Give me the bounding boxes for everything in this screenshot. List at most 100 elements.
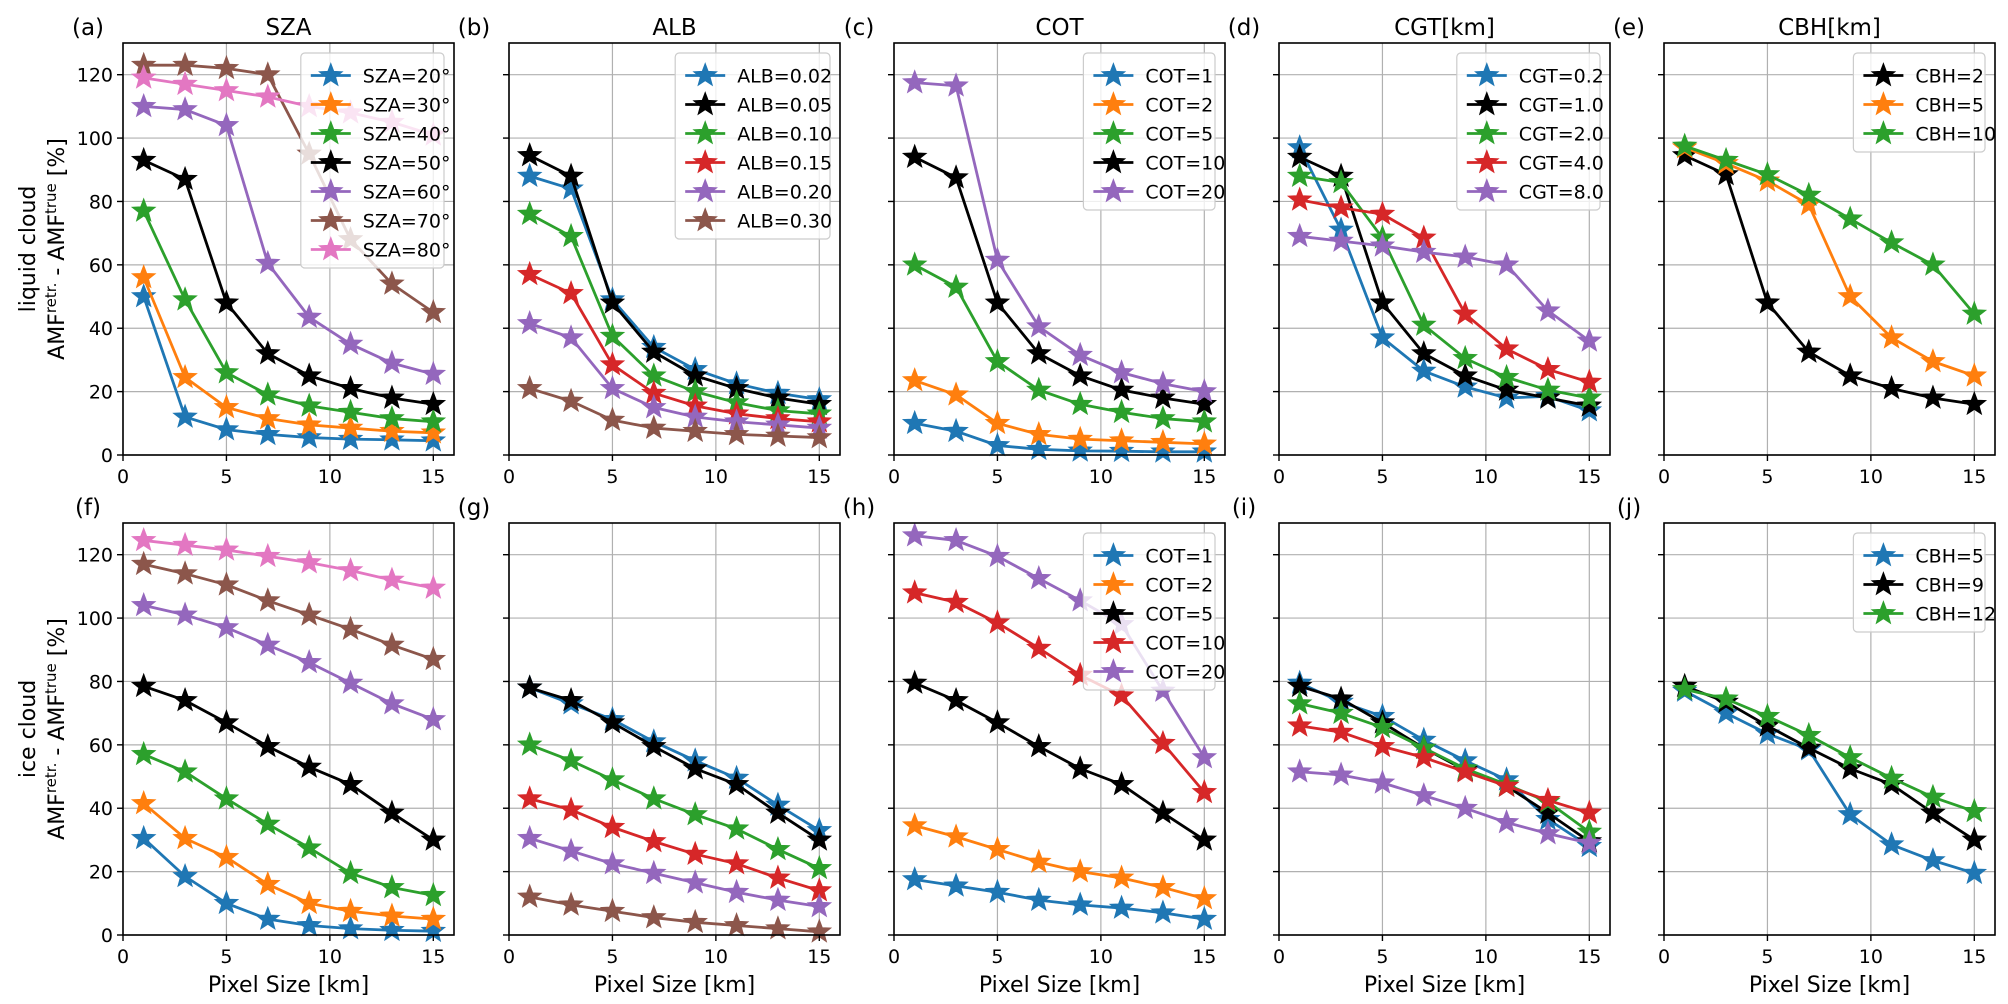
data-point: [1286, 143, 1313, 168]
series-CBH=10: [1671, 132, 1988, 325]
data-point: [1411, 357, 1437, 382]
legend-label: CBH=5: [1915, 546, 1984, 568]
data-point: [1535, 384, 1561, 409]
data-point: [901, 367, 928, 392]
legend-item: ALB=0.02: [685, 62, 832, 88]
data-point: [1878, 375, 1905, 400]
legend-swatch-marker: [1100, 571, 1127, 596]
data-point: [723, 878, 750, 904]
data-point: [1796, 734, 1822, 759]
data-point: [1535, 786, 1561, 812]
data-point: [1328, 699, 1354, 725]
data-point: [641, 414, 667, 439]
data-point: [1026, 340, 1052, 365]
data-point: [599, 322, 626, 348]
data-point: [213, 785, 240, 810]
data-point: [296, 834, 322, 859]
data-point: [1961, 859, 1988, 885]
data-point: [1837, 744, 1863, 769]
data-point: [641, 904, 667, 929]
data-point: [1026, 420, 1052, 446]
x-tick-label: 0: [503, 946, 515, 968]
data-point: [1576, 392, 1603, 417]
data-point: [1286, 186, 1313, 211]
data-point: [1796, 338, 1822, 363]
data-point: [1369, 713, 1396, 739]
data-point: [213, 843, 240, 869]
legend-label: CBH=2: [1915, 66, 1984, 88]
data-point: [943, 588, 969, 614]
data-point: [516, 883, 543, 908]
legend-label: CGT=1.0: [1519, 95, 1604, 117]
y-tick-label: 20: [89, 382, 113, 404]
data-point: [1026, 634, 1052, 660]
legend-label: COT=20: [1145, 662, 1225, 684]
data-point: [296, 392, 322, 417]
data-point: [255, 420, 281, 446]
data-point: [1493, 335, 1520, 360]
data-point: [213, 614, 240, 639]
data-point: [1493, 384, 1520, 409]
data-point: [420, 408, 447, 433]
legend-label: CBH=10: [1915, 124, 1996, 146]
data-point: [1576, 829, 1603, 854]
data-point: [379, 417, 405, 443]
y-tick-label: 40: [89, 798, 113, 820]
x-tick-label: 10: [704, 946, 728, 968]
data-point: [1452, 758, 1478, 783]
series-SZA=20°: [130, 824, 447, 943]
series-ALB=0.20: [516, 824, 833, 918]
data-point: [172, 70, 198, 96]
data-point: [1191, 378, 1218, 403]
data-point: [1369, 289, 1396, 314]
data-point: [1286, 690, 1313, 715]
legend-item: CBH=9: [1863, 571, 1984, 597]
y-tick-label: 100: [77, 128, 113, 150]
data-point: [558, 837, 584, 862]
x-tick-label: 0: [888, 946, 900, 968]
data-point: [1369, 733, 1396, 758]
legend-label: CBH=5: [1915, 95, 1984, 117]
panel-letter: (c): [844, 15, 875, 41]
x-tick-label: 15: [807, 466, 831, 488]
data-point: [723, 420, 750, 446]
panel-g: 0 5 10 15 (g) Pixel Size [km]: [458, 495, 841, 998]
series-line: [914, 591, 1206, 794]
data-point: [255, 61, 281, 86]
x-tick-label: 15: [1962, 466, 1986, 488]
legend-swatch-marker: [318, 178, 344, 203]
data-point: [1369, 769, 1396, 794]
data-point: [1067, 437, 1093, 462]
data-point: [172, 758, 198, 783]
data-point: [516, 375, 543, 400]
panel-d: 0 5 10 15CGT[km](d)CGT=0.2CGT=1.0CGT=2.0CGT…: [1228, 15, 1611, 488]
data-point: [1452, 344, 1478, 370]
data-point: [1150, 438, 1176, 463]
data-point: [723, 850, 750, 875]
data-point: [943, 417, 969, 443]
data-point: [558, 162, 584, 187]
series-CGT=4.0: [1286, 186, 1603, 393]
x-tick-label: 0: [503, 466, 515, 488]
data-point: [558, 387, 584, 412]
y-tick-label: 0: [101, 445, 113, 467]
data-point: [1576, 327, 1603, 352]
x-tick-label: 15: [1577, 466, 1601, 488]
series-SZA=50°: [130, 146, 447, 416]
data-point: [172, 286, 198, 311]
data-point: [1452, 300, 1478, 325]
series-CGT=8.0: [1286, 758, 1603, 854]
data-point: [901, 522, 928, 547]
data-point: [1026, 886, 1052, 912]
x-tick-label: 5: [220, 466, 232, 488]
series-CBH=2: [1671, 142, 1988, 416]
panel-letter: (g): [458, 495, 491, 521]
legend-swatch-marker: [1870, 571, 1897, 596]
series-ALB=0.30: [516, 375, 833, 449]
legend-item: COT=2: [1093, 571, 1213, 597]
data-point: [1920, 348, 1946, 373]
data-point: [1961, 390, 1988, 416]
series-SZA=40°: [130, 740, 447, 907]
panel-c: 0 5 10 15 COT (c) COT=1 COT=2 COT=5 COT=10 COT=20: [844, 15, 1226, 488]
legend-item: SZA=40°: [310, 120, 450, 146]
